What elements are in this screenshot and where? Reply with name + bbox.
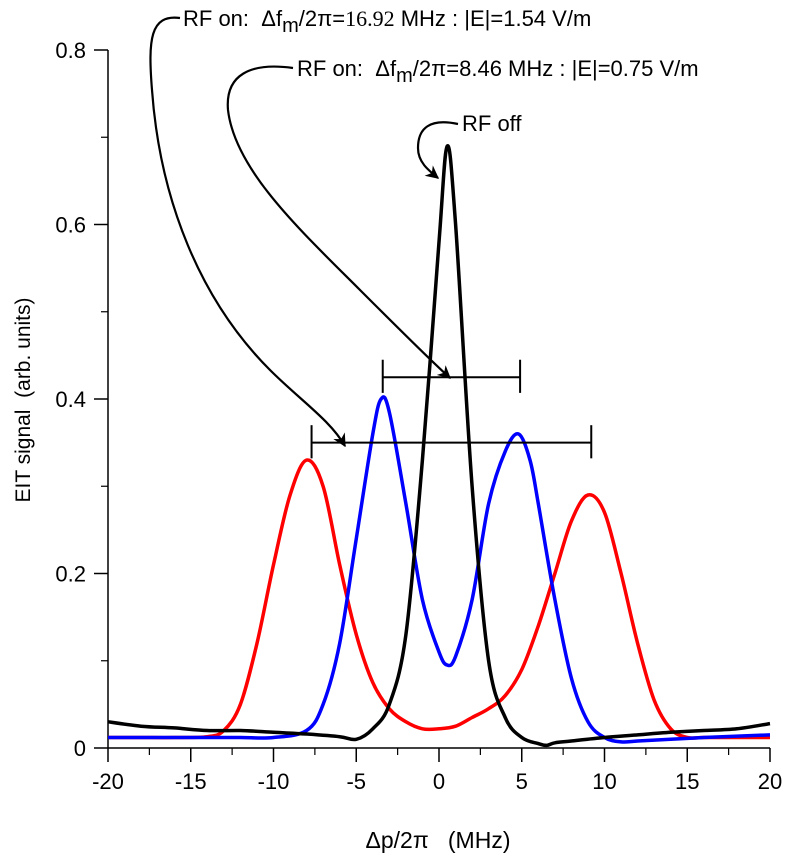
series-line-rf-on-fm-2-8-46-mhz [107, 395, 771, 744]
arrow-rf-off [416, 121, 459, 179]
data-series [107, 144, 771, 748]
x-tick-label: -20 [92, 769, 124, 794]
annotation-rf-off: RF off [462, 111, 522, 136]
x-tick-label: 10 [592, 769, 616, 794]
series-line-rf-off [107, 144, 771, 748]
y-tick-label: 0.6 [55, 213, 86, 238]
y-tick-label: 0.4 [55, 387, 86, 412]
x-axis-label: Δp/2π (MHz) [366, 827, 511, 853]
spacing-markers [310, 359, 593, 459]
series-line-rf-on-fm-2-16-92-mhz [107, 458, 770, 740]
annotation-rf-on-8: RF on: Δfm/2π=8.46 MHz : |E|=0.75 V/m [297, 56, 699, 87]
y-axis-label: EIT signal (arb. units) [12, 297, 35, 502]
axis-ticks: -20 -15 -10 -5 0 5 10 15 20 0 0.2 0.4 0.6 0.8 [55, 38, 782, 794]
axes [107, 50, 770, 749]
y-tick-label: 0.8 [55, 38, 86, 63]
x-tick-label: 0 [433, 769, 445, 794]
arrow-rf-on-16 [149, 16, 346, 448]
arrow-rf-on-8 [226, 65, 451, 379]
x-tick-label: -10 [258, 769, 290, 794]
x-tick-label: -5 [346, 769, 366, 794]
x-tick-label: 5 [516, 769, 528, 794]
annotation-rf-on-16: RF on: Δfm/2π=16.92 MHz : |E|=1.54 V/m [183, 6, 591, 37]
y-tick-label: 0.2 [55, 562, 86, 587]
x-tick-label: -15 [175, 769, 207, 794]
y-tick-label: 0 [74, 736, 86, 761]
x-tick-label: 20 [758, 769, 782, 794]
x-tick-label: 15 [675, 769, 699, 794]
